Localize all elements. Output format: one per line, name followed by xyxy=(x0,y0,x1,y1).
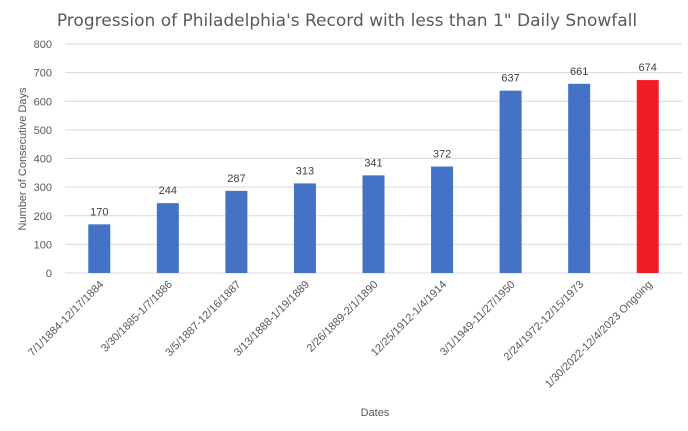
chart-title: Progression of Philadelphia's Record wit… xyxy=(57,11,637,31)
x-axis-label: Dates xyxy=(361,407,390,419)
y-tick-label: 700 xyxy=(34,68,52,80)
y-tick-label: 300 xyxy=(34,182,52,194)
bar xyxy=(362,175,385,273)
x-tick-label: 3/30/1885-1/7/1886 xyxy=(99,279,175,355)
data-label: 341 xyxy=(364,157,382,169)
bar xyxy=(225,190,248,273)
data-label: 674 xyxy=(639,62,657,74)
data-label: 244 xyxy=(159,185,177,197)
y-tick-label: 600 xyxy=(34,96,52,108)
y-tick-label: 100 xyxy=(34,239,52,251)
data-label: 170 xyxy=(90,206,108,218)
bar xyxy=(499,90,522,273)
x-axis-ticks: 7/1/1884-12/17/18843/30/1885-1/7/18863/5… xyxy=(26,279,655,391)
y-tick-label: 500 xyxy=(34,125,52,137)
y-tick-label: 200 xyxy=(34,211,52,223)
y-axis-ticks: 0 100 200 300 400 500 600 700 800 xyxy=(34,39,52,280)
bar xyxy=(636,80,659,273)
x-tick-label: 12/25/1912-1/4/1914 xyxy=(369,279,449,359)
x-tick-label: 7/1/1884-12/17/1884 xyxy=(26,279,106,359)
y-tick-label: 0 xyxy=(46,268,52,280)
bar xyxy=(88,224,111,273)
x-tick-label: 2/26/1889-2/1/1890 xyxy=(305,279,381,355)
x-tick-label: 3/13/1888-1/19/1889 xyxy=(232,279,312,359)
data-label: 637 xyxy=(501,73,519,85)
bars xyxy=(88,80,659,273)
bar xyxy=(431,166,454,273)
y-tick-label: 400 xyxy=(34,154,52,166)
data-label: 287 xyxy=(227,173,245,185)
bar xyxy=(293,183,316,273)
x-tick-label: 3/5/1887-12/16/1887 xyxy=(163,279,243,359)
x-tick-label: 3/1/1949-11/27/1950 xyxy=(438,279,518,359)
bar xyxy=(568,83,591,273)
y-tick-label: 800 xyxy=(34,39,52,51)
data-label: 372 xyxy=(433,149,451,161)
y-axis-label: Number of Consecutive Days xyxy=(17,87,29,231)
data-label: 313 xyxy=(296,165,314,177)
bar xyxy=(156,203,179,273)
data-labels: 170 244 287 313 341 372 637 661 674 xyxy=(90,62,657,218)
data-label: 661 xyxy=(570,66,588,78)
